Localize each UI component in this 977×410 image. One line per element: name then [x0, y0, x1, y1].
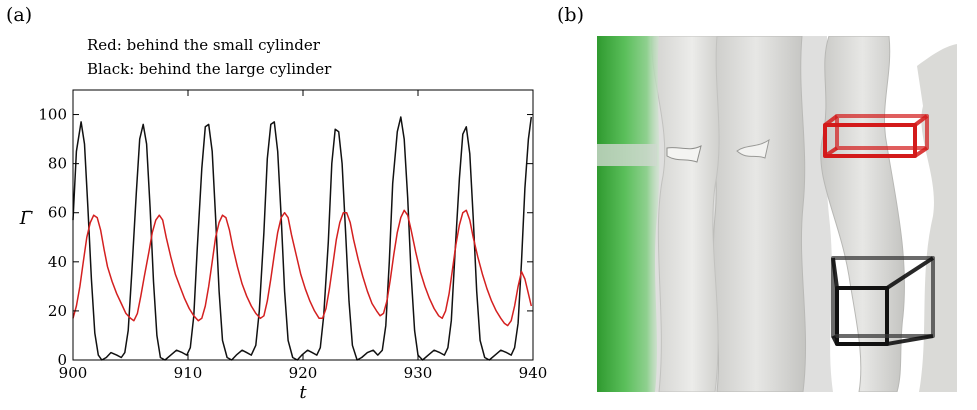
plot-lines: [72, 116, 533, 361]
surface-tear: [736, 138, 770, 159]
green-cylinder-wall: [597, 36, 660, 392]
x-axis-title: t: [299, 382, 307, 403]
y-tick-label: 80: [48, 155, 67, 173]
panel-label-b: (b): [557, 4, 584, 26]
line-chart: 900 910 920 930 940 0 20 40 60 80 100 t Γ̄: [19, 89, 547, 403]
red-probe-box: [823, 114, 929, 158]
x-tick-label: 930: [404, 364, 433, 382]
y-tick-label: 40: [48, 253, 67, 271]
vortex-column-center: [705, 36, 807, 392]
y-tick-label: 0: [57, 351, 67, 369]
x-tick-label: 910: [174, 364, 203, 382]
series-line-red: [72, 209, 533, 327]
legend-note-black: Black: behind the large cylinder: [87, 60, 332, 78]
vortex-column-left: [651, 36, 720, 392]
black-probe-box: [831, 256, 935, 346]
y-tick-label: 60: [48, 204, 67, 222]
axis-ticks: 900 910 920 930 940 0 20 40 60 80 100: [38, 90, 547, 382]
y-tick-label: 20: [48, 302, 67, 320]
legend-note-red: Red: behind the small cylinder: [87, 36, 320, 54]
surface-tear: [666, 145, 702, 163]
green-cylinder-gap: [597, 144, 657, 166]
y-axis-title: Γ̄: [19, 208, 34, 229]
y-tick-label: 100: [38, 106, 67, 124]
panel-label-a: (a): [6, 4, 33, 26]
x-tick-label: 920: [289, 364, 318, 382]
series-line-black: [72, 116, 533, 361]
x-tick-label: 900: [59, 364, 88, 382]
x-tick-label: 940: [519, 364, 548, 382]
flow-visualization-3d: [597, 36, 957, 392]
